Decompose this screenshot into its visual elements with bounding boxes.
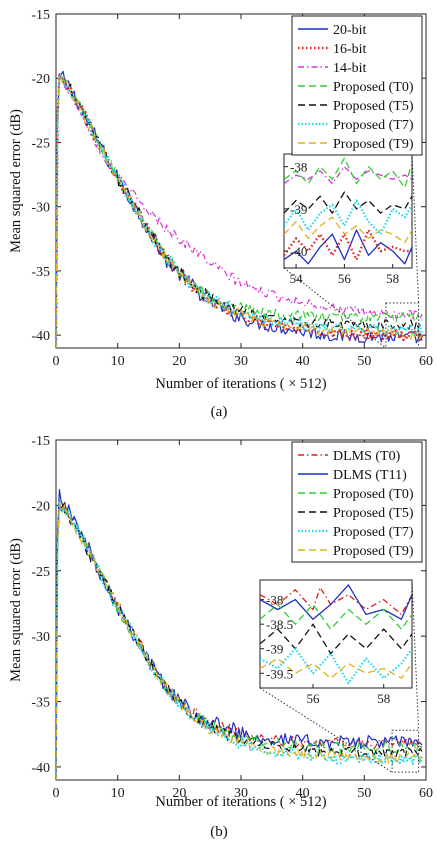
zoom-connector: [283, 267, 387, 349]
inset-chart: 54 56 58 -38 -39 -40: [283, 153, 413, 286]
x-tick-label: 30: [234, 786, 248, 801]
legend-label: Proposed (T5): [333, 506, 414, 521]
inset-x-tick-label: 56: [338, 271, 352, 286]
legend-label: Proposed (T9): [333, 137, 414, 152]
legend-label: 20-bit: [333, 23, 367, 38]
inset-x-tick-label: 58: [377, 691, 390, 706]
inset-line-20-bit: [284, 229, 412, 265]
x-tick-label: 10: [111, 786, 125, 801]
inset-x-tick-label: 56: [307, 691, 321, 706]
inset-x-tick-label: 54: [290, 271, 304, 286]
series-line-proposed-t9-: [56, 74, 423, 348]
x-tick-label: 60: [419, 786, 433, 801]
chart-panel-a: 0 10 20 30 40 50 60 -15 -20 -25 -30 -35 -40 Number of…: [8, 8, 433, 420]
x-tick-label: 0: [53, 354, 60, 369]
panel-caption: (a): [211, 404, 228, 420]
inset-line-14-bit: [284, 166, 412, 185]
legend: DLMS (T0) DLMS (T11) Proposed (T0) Proposed…: [291, 441, 423, 563]
inset-line-proposed-t9-: [284, 216, 412, 244]
inset-y-tick-label: -38: [266, 593, 283, 608]
x-axis-label: Number of iterations ( × 512): [155, 794, 326, 810]
y-tick-label: -20: [31, 499, 50, 514]
legend-label: DLMS (T11): [333, 468, 407, 483]
zoom-region: [391, 729, 420, 773]
y-tick-label: -30: [31, 630, 50, 645]
y-tick-label: -40: [31, 761, 50, 776]
legend-label: DLMS (T0): [333, 449, 401, 464]
inset-y-tick-label: -38: [290, 160, 307, 175]
inset-y-tick-label: -40: [290, 244, 307, 259]
y-axis-label: Mean squared error (dB): [8, 538, 24, 682]
panel-caption: (b): [210, 824, 228, 840]
y-tick-label: -35: [31, 696, 50, 711]
legend-label: 16-bit: [333, 42, 367, 57]
series-line-proposed-t9-: [56, 501, 423, 780]
inset-series-group: [260, 584, 412, 685]
y-tick-label: -40: [31, 329, 50, 344]
legend-box: [291, 441, 423, 563]
inset-line-proposed-t0-: [260, 603, 412, 630]
chart-panel-b: 0 10 20 30 40 50 60 -15 -20 -25 -30 -35 -40 Number of…: [8, 434, 433, 840]
x-tick-label: 10: [111, 354, 125, 369]
legend-label: Proposed (T7): [333, 118, 414, 133]
y-tick-label: -15: [31, 8, 50, 23]
series-line-proposed-t5-: [56, 501, 423, 780]
y-tick-label: -25: [31, 565, 50, 580]
x-tick-label: 40: [296, 354, 310, 369]
x-tick-label: 50: [357, 786, 371, 801]
x-tick-label: 50: [357, 354, 371, 369]
inset-y-tick-label: -39: [266, 642, 283, 657]
inset-y-tick-label: -39.5: [266, 666, 293, 681]
inset-y-tick-label: -38.5: [266, 617, 293, 632]
legend-label: Proposed (T9): [333, 544, 414, 559]
y-tick-label: -25: [31, 136, 50, 151]
x-tick-label: 40: [296, 786, 310, 801]
y-tick-label: -20: [31, 72, 50, 87]
series-line-proposed-t0-: [56, 501, 423, 780]
legend-label: Proposed (T0): [333, 80, 414, 95]
series-line-20-bit: [56, 70, 423, 348]
series-group: [56, 489, 424, 780]
legend-label: Proposed (T7): [333, 525, 414, 540]
inset-line-proposed-t9-: [260, 657, 412, 679]
inset-series-group: [284, 157, 412, 265]
series-group: [56, 70, 424, 348]
inset-x-tick-label: 58: [386, 271, 399, 286]
inset-line-proposed-t0-: [284, 157, 412, 189]
x-tick-label: 60: [419, 354, 433, 369]
x-axis-label: Number of iterations ( × 512): [155, 376, 326, 392]
series-line-proposed-t0-: [56, 74, 423, 348]
zoom-connector: [411, 153, 420, 304]
inset-line-dlms-t11-: [260, 584, 412, 620]
zoom-connector: [259, 687, 393, 773]
legend-label: Proposed (T0): [333, 487, 414, 502]
inset-line-proposed-t5-: [284, 191, 412, 214]
inset-line-proposed-t5-: [260, 623, 412, 655]
series-line-proposed-t7-: [56, 501, 424, 780]
y-tick-label: -35: [31, 265, 50, 280]
x-tick-label: 0: [53, 786, 60, 801]
legend-label: Proposed (T5): [333, 99, 414, 114]
inset-chart: 56 58 -38 -38.5 -39 -39.5: [259, 579, 413, 706]
inset-y-tick-label: -39: [290, 202, 307, 217]
x-tick-label: 30: [234, 354, 248, 369]
y-axis-label: Mean squared error (dB): [8, 109, 24, 253]
y-tick-label: -30: [31, 201, 50, 216]
zoom-connector: [411, 579, 420, 731]
x-tick-label: 20: [172, 786, 186, 801]
legend-label: 14-bit: [333, 61, 367, 76]
x-tick-label: 20: [172, 354, 186, 369]
y-tick-label: -15: [31, 434, 50, 449]
legend: 20-bit 16-bit 14-bit Proposed (T0) Proposed …: [291, 15, 423, 156]
series-line-proposed-t5-: [56, 74, 423, 348]
